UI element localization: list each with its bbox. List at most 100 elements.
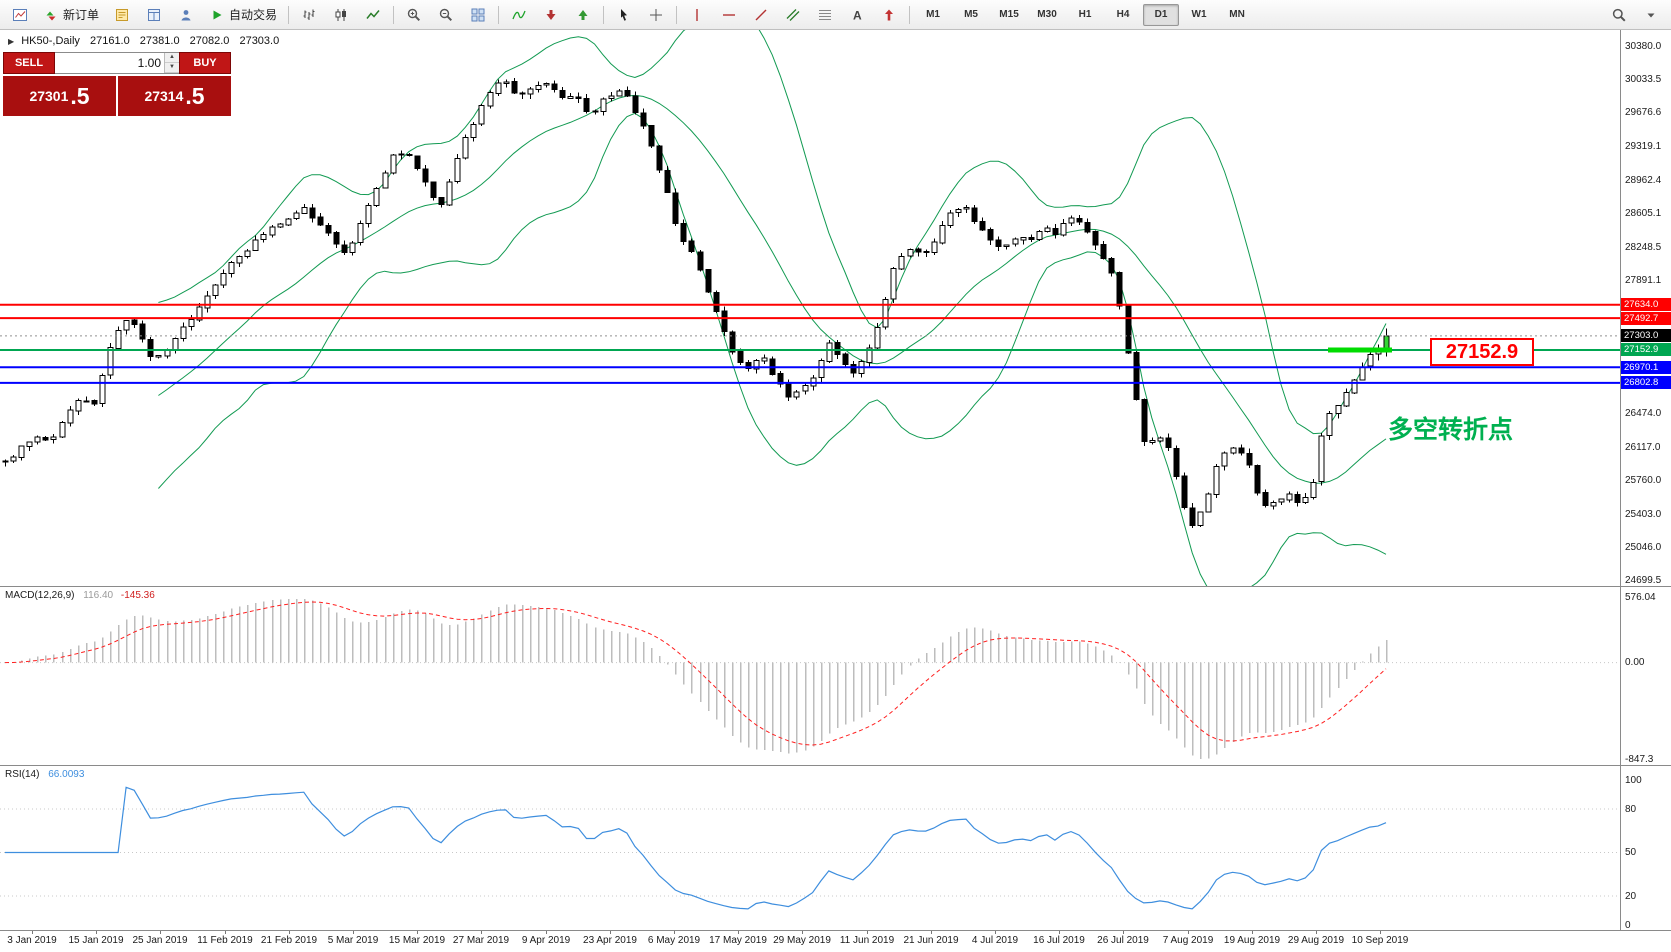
rsi-value: 66.0093 xyxy=(48,769,85,780)
autotrading-button-label: 自动交易 xyxy=(229,8,278,22)
time-axis-label: 7 Aug 2019 xyxy=(1162,935,1214,946)
macd-panel[interactable]: MACD(12,26,9) 116.40 -145.36 xyxy=(0,586,1620,766)
indicators-icon[interactable] xyxy=(503,2,535,28)
line-chart-icon[interactable] xyxy=(357,2,389,28)
price-axis-label-black: 27303.0 xyxy=(1621,329,1671,342)
macd-axis-label: 576.04 xyxy=(1625,592,1656,603)
rsi-axis-label: 0 xyxy=(1625,920,1631,931)
sell-button[interactable]: SELL xyxy=(3,52,55,74)
sell-price[interactable]: 27301.5 xyxy=(3,76,116,116)
time-axis-label: 5 Mar 2019 xyxy=(327,935,379,946)
price-chart-panel[interactable]: ▶ HK50-,Daily 27161.0 27381.0 27082.0 27… xyxy=(0,30,1620,586)
time-axis-tick xyxy=(32,931,33,934)
market-watch-icon[interactable] xyxy=(106,2,138,28)
macd-chart[interactable] xyxy=(0,587,1620,766)
price-axis-label: 29676.6 xyxy=(1625,107,1662,118)
time-axis-tick xyxy=(867,931,868,934)
time-axis-tick xyxy=(610,931,611,934)
timeframe-h1-button[interactable]: H1 xyxy=(1078,9,1092,20)
rsi-name: RSI(14) xyxy=(5,769,40,780)
timeframe-d1-button[interactable]: D1 xyxy=(1143,3,1180,26)
channel-icon[interactable] xyxy=(777,2,809,28)
timeframe-m1-button[interactable]: M1 xyxy=(926,9,940,20)
volume-up-button[interactable]: ▲ xyxy=(165,53,179,63)
new-order-button-label: 新订单 xyxy=(63,8,100,22)
bar-chart-icon[interactable] xyxy=(293,2,325,28)
macd-name: MACD(12,26,9) xyxy=(5,590,75,601)
period-up-icon[interactable] xyxy=(567,2,599,28)
period-down-icon[interactable] xyxy=(535,2,567,28)
time-axis-tick xyxy=(546,931,547,934)
time-axis[interactable]: 3 Jan 2019 15 Jan 2019 25 Jan 2019 11 Feb 2… xyxy=(0,930,1671,952)
cursor-icon[interactable] xyxy=(608,2,640,28)
buy-price-main: 27314 xyxy=(144,88,184,104)
price-axis[interactable]: 30380.0 30033.5 29676.6 29319.1 28962.4 28605… xyxy=(1620,30,1671,586)
candlestick-chart[interactable] xyxy=(0,30,1620,586)
ohlc-low: 27082.0 xyxy=(189,35,230,47)
price-axis-label-red: 27634.0 xyxy=(1621,298,1671,311)
time-axis-label: 27 Mar 2019 xyxy=(452,935,510,946)
candlestick-chart-icon[interactable] xyxy=(325,2,357,28)
sell-price-pips: .5 xyxy=(70,82,90,109)
rsi-axis-label: 100 xyxy=(1625,775,1642,786)
price-axis-label: 24699.5 xyxy=(1625,575,1662,586)
text-label-icon[interactable]: A xyxy=(841,2,873,28)
autotrading-button[interactable]: 自动交易 xyxy=(202,2,284,28)
chart-ohlc-header: ▶ HK50-,Daily 27161.0 27381.0 27082.0 27… xyxy=(8,35,279,47)
time-axis-label: 19 Aug 2019 xyxy=(1223,935,1281,946)
time-axis-tick xyxy=(417,931,418,934)
price-axis-label: 28605.1 xyxy=(1625,208,1662,219)
tile-windows-icon[interactable] xyxy=(462,2,494,28)
navigator-icon[interactable] xyxy=(170,2,202,28)
rsi-panel[interactable]: RSI(14) 66.0093 xyxy=(0,765,1620,931)
dropdown-caret-icon[interactable] xyxy=(1635,2,1667,28)
toolbar-divider xyxy=(498,5,500,24)
volume-down-button[interactable]: ▼ xyxy=(165,63,179,73)
macd-axis[interactable]: 576.04 0.00 -847.3 xyxy=(1620,586,1671,765)
zoom-in-icon[interactable] xyxy=(398,2,430,28)
rsi-label: RSI(14) 66.0093 xyxy=(5,769,84,780)
time-axis-label: 11 Jun 2019 xyxy=(839,935,895,946)
time-axis-tick xyxy=(1188,931,1189,934)
price-axis-label: 25046.0 xyxy=(1625,542,1662,553)
horizontal-line-icon[interactable] xyxy=(713,2,745,28)
time-axis-tick xyxy=(738,931,739,934)
price-axis-label: 25760.0 xyxy=(1625,475,1662,486)
price-axis-label-blue: 26970.1 xyxy=(1621,361,1671,374)
time-axis-label: 23 Apr 2019 xyxy=(583,935,637,946)
timeframe-h4-button[interactable]: H4 xyxy=(1116,9,1130,20)
fibonacci-icon[interactable] xyxy=(809,2,841,28)
data-window-icon[interactable] xyxy=(138,2,170,28)
vertical-line-icon[interactable] xyxy=(681,2,713,28)
volume-field: ▲ ▼ xyxy=(55,52,179,74)
trendline-icon[interactable] xyxy=(745,2,777,28)
time-axis-tick xyxy=(674,931,675,934)
turning-point-annotation[interactable]: 多空转折点 xyxy=(1388,416,1514,444)
search-icon[interactable] xyxy=(1603,2,1635,28)
zoom-out-icon[interactable] xyxy=(430,2,462,28)
price-axis-label: 30380.0 xyxy=(1625,41,1662,52)
buy-button[interactable]: BUY xyxy=(179,52,231,74)
rsi-chart[interactable] xyxy=(0,766,1620,931)
price-axis-label-blue: 26802.8 xyxy=(1621,376,1671,389)
timeframe-mn-button[interactable]: MN xyxy=(1229,9,1245,20)
chart-header-caret-icon: ▶ xyxy=(8,37,15,46)
timeframe-m5-button[interactable]: M5 xyxy=(964,9,978,20)
price-tag-object[interactable]: 27152.9 xyxy=(1430,338,1534,366)
rsi-axis[interactable]: 100 80 50 20 0 xyxy=(1620,765,1671,931)
timeframe-m30-button[interactable]: M30 xyxy=(1037,9,1057,20)
buy-price[interactable]: 27314.5 xyxy=(118,76,231,116)
new-order-button[interactable]: 新订单 xyxy=(36,2,106,28)
time-axis-tick xyxy=(995,931,996,934)
time-axis-tick xyxy=(1123,931,1124,934)
macd-axis-label: -847.3 xyxy=(1625,754,1654,765)
time-axis-tick xyxy=(289,931,290,934)
arrows-icon[interactable] xyxy=(873,2,905,28)
toolbar-divider xyxy=(393,5,395,24)
time-axis-label: 16 Jul 2019 xyxy=(1033,935,1085,946)
crosshair-icon[interactable] xyxy=(640,2,672,28)
volume-input[interactable] xyxy=(55,55,164,71)
timeframe-m15-button[interactable]: M15 xyxy=(999,9,1019,20)
timeframe-w1-button[interactable]: W1 xyxy=(1191,9,1207,20)
new-chart-icon[interactable] xyxy=(4,2,36,28)
